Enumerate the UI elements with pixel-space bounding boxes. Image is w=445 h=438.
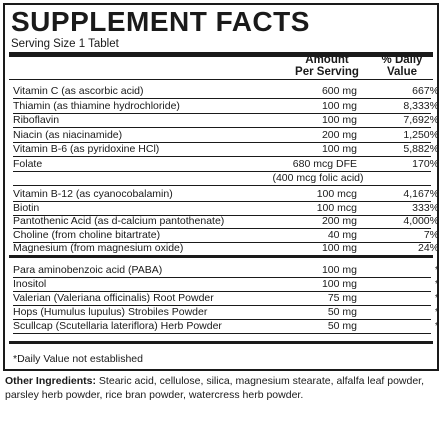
row-underline [13,305,431,306]
nutrient-name: Pantothenic Acid (as d-calcium pantothen… [13,215,225,227]
nutrient-daily-value: 8,333% [403,99,439,112]
nutrient-name: Scullcap (Scutellaria lateriflora) Herb … [13,320,222,332]
row-underline [13,291,431,292]
nutrient-amount: 100 mg [321,143,357,155]
nutrient-daily-value: 170% [412,157,439,170]
supplement-facts-panel: SUPPLEMENT FACTS Serving Size 1 Tablet A… [3,3,439,371]
nutrient-row: Niacin (as niacinamide) 200 mg 1,250% [13,128,439,143]
nutrient-name: Folate [13,157,43,170]
nutrient-amount: 100 mcg [316,188,357,200]
row-underline [13,127,431,128]
row-underline [13,201,431,202]
serving-size: Serving Size 1 Tablet [11,38,119,50]
nutrient-amount: 100 mg [321,99,357,112]
nutrient-daily-value: 7,692% [403,114,439,126]
nutrient-row: Vitamin C (as ascorbic acid) 600 mg 667% [13,85,439,99]
nutrient-amount: 50 mg [327,320,357,332]
nutrient-daily-value: 1,250% [403,128,439,141]
nutrient-daily-value: * [434,320,439,332]
nutrient-daily-value: 667% [412,85,439,97]
nutrient-daily-value: 5,882% [403,143,439,155]
other-ingredients: Other Ingredients: Stearic acid, cellulo… [5,374,441,402]
nutrient-name: Para aminobenzoic acid (PABA) [13,264,163,276]
row-underline [13,156,431,157]
nutrient-daily-value: * [434,264,439,276]
dv-header-line1: % Daily [381,54,423,66]
amount-header-line1: Amount [305,54,349,66]
row-underline [13,214,431,216]
nutrient-amount: 100 mg [321,114,357,126]
nutrient-name: Valerian (Valeriana officinalis) Root Po… [13,292,214,304]
nutrient-row: Choline (from choline bitartrate) 40 mg 7% [13,228,439,243]
row-underline [13,277,431,278]
row-underline [13,319,431,320]
nutrient-amount: 40 mg [327,228,357,241]
nutrient-name: Riboflavin [13,114,60,126]
nutrient-row: Vitamin B-6 (as pyridoxine HCl) 100 mg 5,8… [13,143,439,157]
nutrient-row: Inositol 100 mg * [13,278,439,292]
nutrient-amount: 600 mg [321,85,357,97]
nutrient-daily-value: 4,167% [403,188,439,200]
nutrient-name: Magnesium (from magnesium oxide) [13,242,184,254]
nutrient-amount: 680 mcg DFE [292,157,357,170]
daily-value-header: % Daily Value [367,54,437,78]
nutrient-amount: 100 mg [321,264,357,276]
nutrient-amount: 100 mg [321,278,357,290]
nutrient-amount: 100 mg [321,242,357,254]
nutrient-row: Biotin 100 mcg 333% [13,201,439,216]
dv-header-line2: Value [386,66,418,78]
panel-title: SUPPLEMENT FACTS [11,6,310,37]
nutrient-row: Riboflavin 100 mg 7,692% [13,114,439,128]
nutrient-amount: 200 mg [321,128,357,141]
nutrient-row: Hops (Humulus lupulus) Strobiles Powder 5… [13,306,439,320]
footnote: *Daily Value not established [13,353,143,365]
nutrient-name: Vitamin B-12 (as cyanocobalamin) [13,188,173,200]
amount-header: Amount Per Serving [287,54,367,78]
row-underline [13,241,431,243]
nutrient-name: Thiamin (as thiamine hydrochloride) [13,99,180,112]
nutrient-row: Folate 680 mcg DFE 170% [13,157,439,172]
nutrient-row: Pantothenic Acid (as d-calcium pantothen… [13,215,439,229]
row-underline [13,333,431,334]
nutrient-row: Valerian (Valeriana officinalis) Root Po… [13,292,439,306]
nutrient-row: Thiamin (as thiamine hydrochloride) 100 m… [13,99,439,114]
nutrient-name: Biotin [13,201,40,214]
nutrient-row: Scullcap (Scutellaria lateriflora) Herb … [13,320,439,334]
nutrient-name: Inositol [13,278,47,290]
nutrient-amount: 75 mg [327,292,357,304]
nutrient-daily-value: 24% [417,242,439,254]
nutrient-amount: 100 mcg [316,201,357,214]
amount-header-line2: Per Serving [295,66,359,78]
nutrient-daily-value: * [434,306,439,318]
row-underline [13,185,431,186]
nutrient-name: Vitamin C (as ascorbic acid) [13,85,144,97]
row-underline [13,228,431,229]
nutrient-daily-value: 7% [423,228,439,241]
nutrient-amount: 50 mg [327,306,357,318]
nutrient-name: Vitamin B-6 (as pyridoxine HCl) [13,143,160,155]
section-divider [9,255,433,258]
nutrient-amount: 200 mg [321,215,357,227]
nutrient-daily-value: 4,000% [403,215,439,227]
folate-note: (400 mcg folic acid) [272,172,364,184]
header-divider [9,79,433,80]
nutrient-daily-value: 333% [412,201,439,214]
footnote-divider [9,341,433,344]
nutrient-name: Niacin (as niacinamide) [13,128,123,141]
other-ingredients-label: Other Ingredients: [5,375,97,387]
nutrient-row: Para aminobenzoic acid (PABA) 100 mg * [13,264,439,278]
thick-divider [9,52,433,57]
row-underline [13,170,431,172]
nutrient-row: Magnesium (from magnesium oxide) 100 mg 24… [13,242,439,256]
row-underline [13,141,431,143]
row-underline [13,98,431,99]
nutrient-row: Vitamin B-12 (as cyanocobalamin) 100 mcg 4… [13,188,439,202]
nutrient-daily-value: * [434,292,439,304]
nutrient-daily-value: * [434,278,439,290]
nutrient-name: Choline (from choline bitartrate) [13,228,161,241]
folate-note-row: (400 mcg folic acid) [13,172,431,186]
row-underline [13,112,431,114]
nutrient-name: Hops (Humulus lupulus) Strobiles Powder [13,306,208,318]
other-ingredients-text: Stearic acid, cellulose, silica, magnesi… [5,375,425,401]
